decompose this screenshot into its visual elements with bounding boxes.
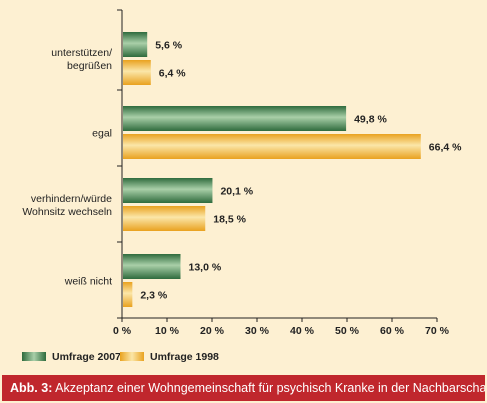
data-label: 49,8 % [354,114,387,126]
bar-chart: 5,6 % 6,4 % 49,8 % 66,4 % 20,1 % 18,5 % 13,0 %… [22,9,462,363]
data-label: 66,4 % [429,142,462,154]
category-label: egal [92,128,112,140]
category-label: weiß nicht [64,276,112,288]
bar-2007-3 [123,254,181,279]
data-label: 6,4 % [159,68,187,80]
bar-2007-2 [123,178,213,203]
legend-swatch-2007 [22,352,46,361]
bar-2007-0 [123,32,148,57]
legend-label: Umfrage 1998 [150,351,219,363]
x-tick-label: 50 % [335,325,360,337]
bar-1998-3 [123,282,133,307]
data-label: 2,3 % [140,290,168,302]
caption-label: Abb. 3: [10,381,53,395]
x-tick-label: 30 % [245,325,270,337]
x-tick-label: 0 % [113,325,132,337]
data-label: 13,0 % [189,262,222,274]
bar-1998-1 [123,134,421,159]
caption-text: Akzeptanz einer Wohngemeinschaft für psy… [55,381,485,395]
data-label: 18,5 % [213,214,246,226]
category-label: verhindern/würde [31,193,112,205]
x-tick-label: 60 % [380,325,405,337]
figure-caption: Abb. 3: Akzeptanz einer Wohngemeinschaft… [2,375,485,401]
bar-1998-0 [123,60,151,85]
legend-label: Umfrage 2007 [52,351,121,363]
category-label: Wohnsitz wechseln [22,206,112,218]
legend-swatch-1998 [120,352,144,361]
data-label: 5,6 % [155,40,183,52]
category-label: unterstützen/ [51,47,112,59]
x-tick-label: 40 % [290,325,315,337]
x-tick-label: 20 % [200,325,225,337]
bar-1998-2 [123,206,206,231]
category-label: begrüßen [67,60,112,72]
x-tick-label: 70 % [425,325,450,337]
data-label: 20,1 % [220,186,253,198]
x-tick-label: 10 % [155,325,180,337]
bar-2007-1 [123,106,347,131]
